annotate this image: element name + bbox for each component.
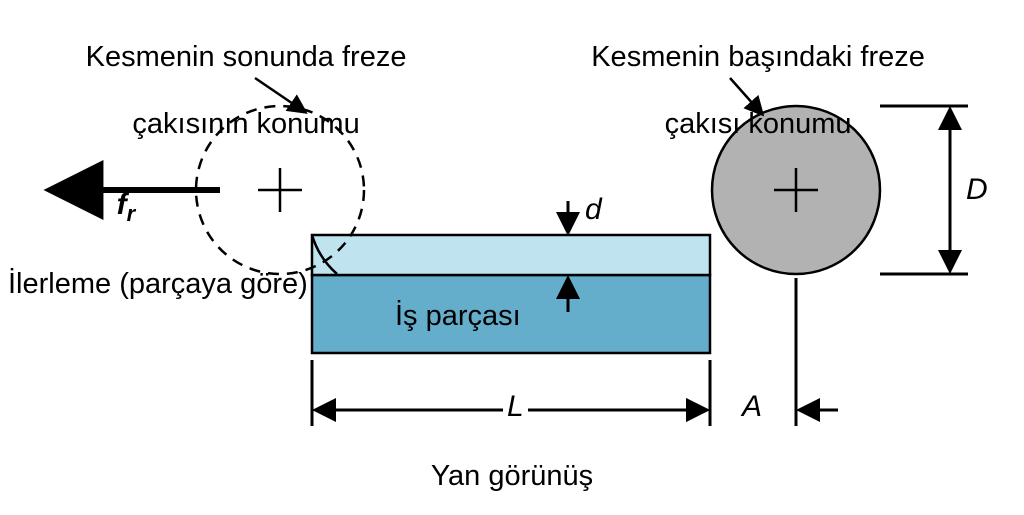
- label-left-title-line2: çakısının konumu: [132, 108, 359, 140]
- label-right-title-line1: Kesmenin başındaki freze: [591, 41, 925, 73]
- label-d: d: [585, 193, 602, 228]
- label-D: D: [966, 173, 988, 208]
- label-fr-sub: r: [127, 201, 136, 226]
- label-workpiece: İş parçası: [395, 300, 521, 333]
- label-L: L: [503, 390, 528, 425]
- label-right-title-line2: çakısı konumu: [665, 108, 852, 140]
- label-feed: İlerleme (parçaya göre): [8, 268, 308, 301]
- label-fr: fr: [100, 153, 135, 226]
- label-A: A: [742, 390, 762, 425]
- label-fr-main: f: [117, 188, 127, 221]
- workpiece-cut-layer: [312, 235, 710, 275]
- label-right-title: Kesmenin başındaki freze çakısı konumu: [570, 8, 930, 141]
- label-bottom-view: Yan görünüş: [0, 460, 1024, 493]
- label-left-title: Kesmenin sonunda freze çakısının konumu: [68, 8, 408, 141]
- label-left-title-line1: Kesmenin sonunda freze: [86, 41, 407, 73]
